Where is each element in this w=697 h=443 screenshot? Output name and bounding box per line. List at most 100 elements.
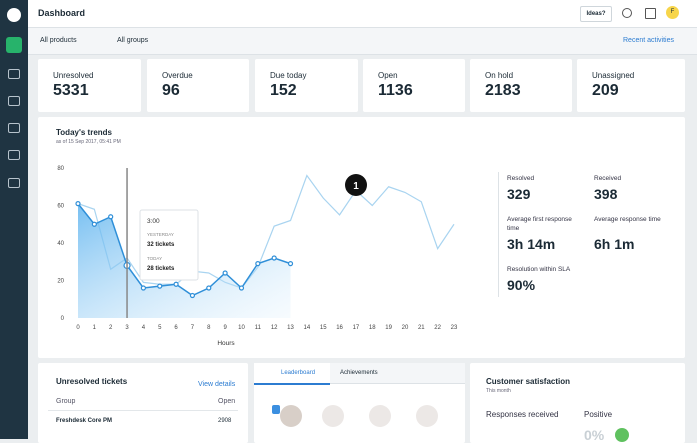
column-header: Open [218, 398, 236, 405]
top-bar: Dashboard Ideas? F [28, 0, 697, 28]
x-tick-label: 8 [207, 325, 211, 331]
stat-label: Due today [270, 71, 307, 80]
point [157, 283, 163, 289]
trends-subtitle: as of 15 Sep 2017, 05:41 PM [56, 139, 121, 145]
line [77, 203, 291, 297]
tab[interactable]: Leaderboard [281, 370, 316, 376]
agent-avatar [322, 405, 344, 427]
stat-value: 1136 [378, 82, 413, 99]
logo[interactable] [7, 8, 21, 22]
tab[interactable]: Achievements [340, 370, 378, 376]
point [287, 261, 294, 267]
positive-value: 0% [584, 427, 605, 443]
smiley-icon [615, 428, 629, 442]
leaderboard-panel: Leaderboard Achievements [254, 363, 465, 443]
unresolved-panel: Unresolved tickets View details Group Op… [38, 363, 248, 443]
x-tick-label: 5 [158, 325, 162, 331]
stat-value: 209 [592, 82, 619, 99]
x-tick-label: 13 [287, 325, 294, 331]
y-tick-label: 80 [57, 166, 64, 172]
point [140, 285, 146, 291]
x-tick-label: 6 [174, 325, 178, 331]
point [189, 292, 196, 299]
y-tick-label: 60 [57, 204, 64, 210]
x-tick-label: 1 [93, 325, 97, 331]
sidebar [0, 0, 28, 439]
metric-value: 3h 14m [507, 236, 556, 252]
tooltip-box [139, 209, 199, 281]
contacts-icon[interactable] [8, 96, 20, 106]
y-tick-label: 40 [57, 241, 64, 247]
x-tick-label: 9 [223, 325, 227, 331]
stat-value: 5331 [53, 82, 89, 99]
metric-value: 398 [594, 186, 618, 202]
stat-value: 96 [162, 82, 180, 99]
x-tick-label: 23 [451, 325, 458, 331]
view-details-link[interactable]: View details [198, 381, 236, 388]
trends-title: Today's trends [56, 128, 112, 137]
metric-value: 90% [507, 277, 536, 293]
x-tick-label: 12 [271, 325, 278, 331]
y-tick-label: 20 [57, 279, 64, 285]
tickets-icon[interactable] [8, 69, 20, 79]
tooltip-time: 3:00 [147, 218, 160, 225]
dashboard-icon[interactable] [6, 37, 22, 53]
metric-label: Average response time [594, 216, 661, 223]
x-tick-label: 4 [142, 325, 146, 331]
x-tick-label: 17 [353, 325, 360, 331]
solutions-icon[interactable] [8, 123, 20, 133]
stat-label: Overdue [162, 71, 193, 80]
group-filter[interactable]: All groups [117, 37, 149, 44]
stat-label: Unresolved [53, 71, 94, 80]
x-tick-label: 19 [385, 325, 392, 331]
x-tick-label: 20 [402, 325, 409, 331]
metric-label: Resolution within SLA [507, 266, 571, 273]
x-tick-label: 0 [76, 325, 80, 331]
x-tick-label: 16 [336, 325, 343, 331]
x-axis-label: Hours [217, 340, 235, 347]
stat-card: Open 1136 [363, 59, 465, 112]
new-icon[interactable] [645, 8, 656, 19]
responses-label: Responses received [486, 410, 559, 419]
x-tick-label: 11 [255, 325, 262, 331]
badge [272, 405, 280, 414]
search-icon[interactable] [622, 8, 632, 18]
stat-card: On hold 2183 [470, 59, 572, 112]
x-tick-label: 10 [238, 325, 245, 331]
agent-avatar [369, 405, 391, 427]
group-name: Freshdesk Core PM [56, 418, 113, 424]
metric-label: Received [594, 175, 622, 182]
avatar[interactable]: F [666, 6, 679, 19]
point [108, 214, 114, 220]
tooltip-label: YESTERDAY [147, 232, 174, 237]
row-divider [48, 410, 238, 411]
metric-label: Resolved [507, 175, 535, 182]
stat-label: On hold [485, 71, 514, 80]
stat-label: Open [378, 71, 398, 80]
stat-value: 152 [270, 82, 297, 99]
point [173, 281, 179, 287]
y-tick-label: 0 [61, 316, 65, 322]
annotation-badge [345, 174, 367, 196]
stat-card: Overdue 96 [147, 59, 249, 112]
ideas-button[interactable]: Ideas? [580, 6, 612, 22]
satisfaction-panel: Customer satisfaction This month Respons… [470, 363, 685, 443]
point [222, 270, 228, 276]
filter-bar: All products All groups Recent activitie… [28, 28, 697, 55]
point [255, 261, 261, 267]
x-tick-label: 14 [304, 325, 311, 331]
stat-label: Unassigned [592, 71, 635, 80]
satisfaction-subtitle: This month [486, 388, 511, 394]
forums-icon[interactable] [8, 150, 20, 160]
point [206, 285, 212, 291]
point [271, 255, 277, 261]
point [75, 201, 81, 207]
tooltip-label: TODAY [147, 256, 162, 261]
reports-icon[interactable] [8, 178, 20, 188]
product-filter[interactable]: All products [40, 37, 77, 44]
metric-label: Average first response time [507, 216, 572, 232]
x-tick-label: 3 [125, 325, 129, 331]
x-tick-label: 22 [434, 325, 441, 331]
recent-activities-link[interactable]: Recent activities [623, 37, 674, 44]
